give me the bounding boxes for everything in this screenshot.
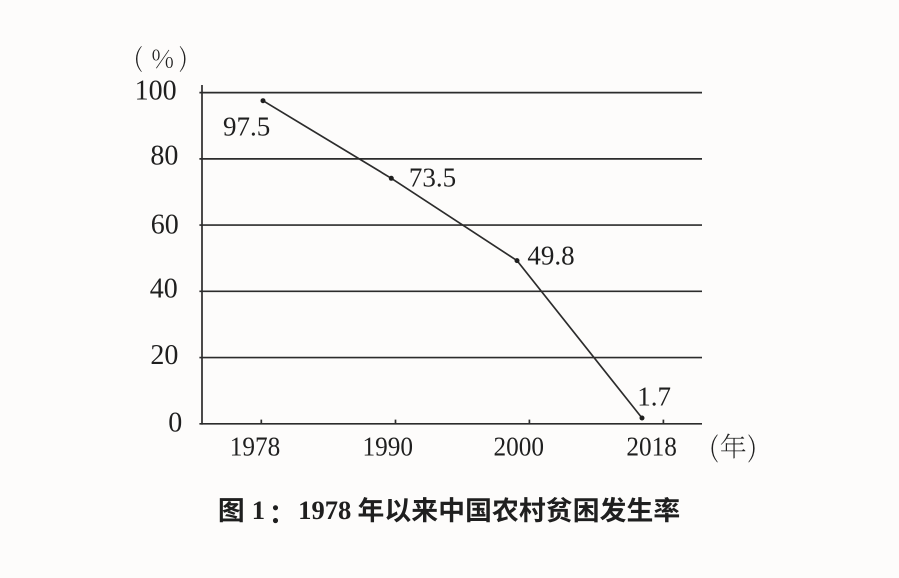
svg-text:20: 20 <box>150 340 178 371</box>
svg-text:49.8: 49.8 <box>527 241 574 271</box>
svg-text:1: 1 <box>252 495 265 525</box>
svg-text:0: 0 <box>168 407 182 438</box>
svg-text:97.5: 97.5 <box>223 112 270 142</box>
svg-text:60: 60 <box>151 209 179 240</box>
svg-text:2018: 2018 <box>626 432 677 462</box>
svg-text:1.7: 1.7 <box>637 381 671 411</box>
svg-text:1978: 1978 <box>230 432 281 462</box>
svg-text:100: 100 <box>135 76 177 107</box>
svg-text:80: 80 <box>150 140 178 171</box>
svg-text:40: 40 <box>150 274 178 305</box>
svg-text:1990: 1990 <box>362 432 413 462</box>
svg-text:1978: 1978 <box>298 495 351 525</box>
svg-text:73.5: 73.5 <box>409 163 456 193</box>
svg-text:2000: 2000 <box>493 432 544 462</box>
